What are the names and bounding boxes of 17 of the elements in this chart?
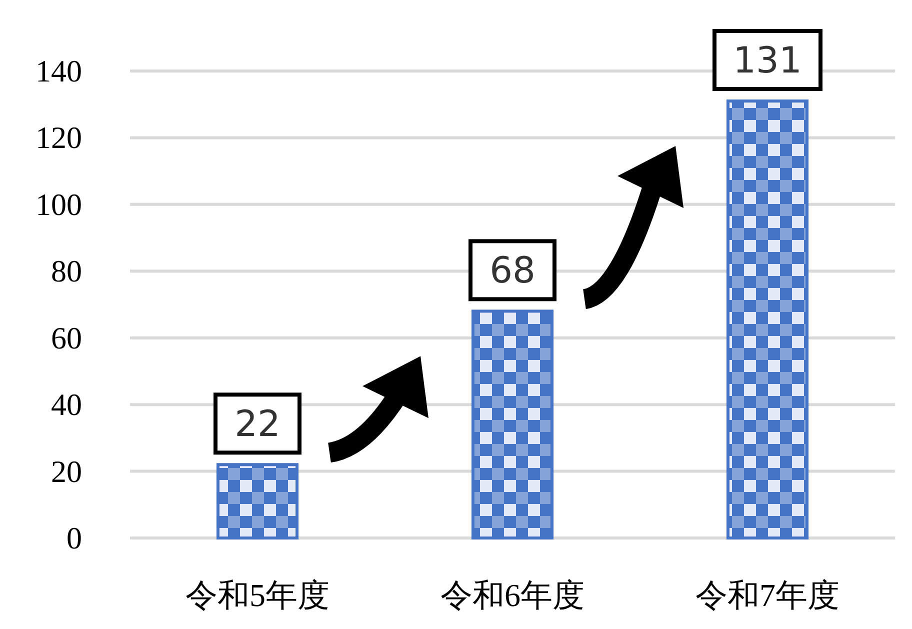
y-tick-label: 40 bbox=[51, 387, 82, 422]
y-tick-label: 80 bbox=[51, 254, 82, 289]
y-tick-label: 140 bbox=[36, 54, 82, 88]
y-tick-label: 120 bbox=[36, 120, 82, 156]
data-label: 68 bbox=[490, 250, 536, 292]
y-tick-label: 20 bbox=[51, 454, 82, 489]
x-tick-label: 令和7年度 bbox=[696, 577, 840, 613]
bar bbox=[471, 310, 554, 540]
bar bbox=[216, 463, 299, 540]
x-tick-label: 令和5年度 bbox=[186, 577, 330, 613]
y-tick-label: 0 bbox=[66, 520, 82, 556]
data-label: 22 bbox=[234, 404, 280, 446]
bar bbox=[726, 100, 809, 540]
y-tick-label: 60 bbox=[51, 320, 82, 356]
x-tick-label: 令和6年度 bbox=[440, 577, 584, 613]
data-label: 131 bbox=[733, 40, 802, 82]
y-tick-label: 100 bbox=[36, 186, 82, 222]
